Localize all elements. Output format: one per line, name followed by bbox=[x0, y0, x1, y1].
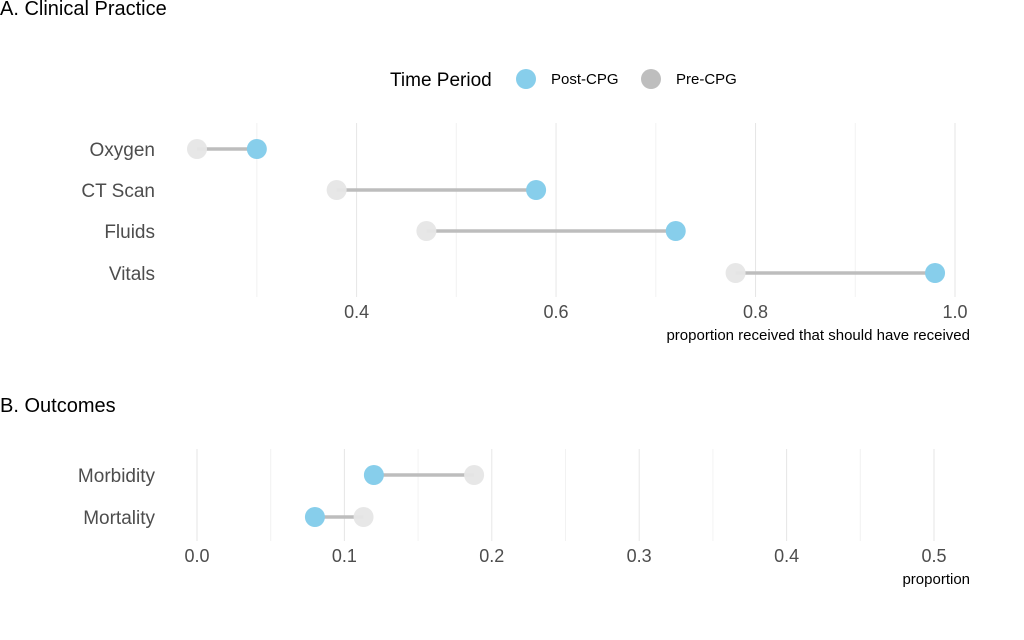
panel-b-x-axis-label: proportion bbox=[902, 571, 970, 588]
panel-a-x-axis: 0.4 0.6 0.8 1.0 bbox=[344, 302, 967, 322]
point-pre-cpg-fluids bbox=[416, 221, 437, 241]
category-label-ct-scan: CT Scan bbox=[81, 181, 155, 202]
point-pre-cpg-ct-scan bbox=[326, 180, 347, 200]
x-tick-label: 0.0 bbox=[184, 546, 209, 566]
point-post-cpg-oxygen bbox=[246, 139, 267, 159]
legend-swatch-post-cpg bbox=[516, 69, 536, 89]
point-post-cpg-morbidity bbox=[363, 465, 384, 485]
point-post-cpg-ct-scan bbox=[526, 180, 547, 200]
point-pre-cpg-vitals bbox=[725, 263, 746, 283]
legend-title: Time Period bbox=[390, 70, 492, 91]
panel-outcomes: B. Outcomes 0.0 0.1 0.2 0.3 0.4 0.5 Morbidity… bbox=[0, 395, 970, 588]
panel-a-gridlines bbox=[256, 123, 956, 297]
category-label-vitals: Vitals bbox=[109, 264, 155, 285]
panel-a-x-axis-label: proportion received that should have rec… bbox=[666, 327, 970, 344]
panel-b-gridlines bbox=[196, 449, 935, 541]
point-post-cpg-vitals bbox=[925, 263, 946, 283]
panel-a-marks bbox=[187, 139, 946, 283]
category-label-fluids: Fluids bbox=[104, 222, 155, 243]
panel-b-y-axis: Morbidity Mortality bbox=[78, 466, 156, 529]
x-tick-label: 0.4 bbox=[344, 302, 369, 322]
point-pre-cpg-morbidity bbox=[464, 465, 485, 485]
legend-label-pre-cpg: Pre-CPG bbox=[676, 71, 737, 88]
x-tick-label: 0.3 bbox=[627, 546, 652, 566]
x-tick-label: 0.8 bbox=[743, 302, 768, 322]
x-tick-label: 0.5 bbox=[921, 546, 946, 566]
x-tick-label: 1.0 bbox=[942, 302, 967, 322]
panel-a-y-axis: Oxygen CT Scan Fluids Vitals bbox=[81, 140, 155, 285]
x-tick-label: 0.2 bbox=[479, 546, 504, 566]
point-pre-cpg-oxygen bbox=[187, 139, 207, 159]
legend-label-post-cpg: Post-CPG bbox=[551, 71, 619, 88]
panel-a-title: A. Clinical Practice bbox=[0, 0, 167, 20]
point-post-cpg-mortality bbox=[304, 507, 325, 527]
category-label-mortality: Mortality bbox=[83, 508, 155, 529]
x-tick-label: 0.6 bbox=[544, 302, 569, 322]
panel-b-marks bbox=[304, 465, 485, 527]
x-tick-label: 0.4 bbox=[774, 546, 799, 566]
point-pre-cpg-mortality bbox=[353, 507, 374, 527]
panel-b-title: B. Outcomes bbox=[0, 395, 116, 417]
panel-clinical-practice: A. Clinical Practice Time Period Post-CP… bbox=[0, 0, 970, 344]
legend: Time Period Post-CPG Pre-CPG bbox=[390, 69, 737, 91]
legend-swatch-pre-cpg bbox=[641, 69, 661, 89]
panel-b-x-axis: 0.0 0.1 0.2 0.3 0.4 0.5 bbox=[184, 546, 946, 566]
category-label-morbidity: Morbidity bbox=[78, 466, 156, 487]
point-post-cpg-fluids bbox=[665, 221, 686, 241]
category-label-oxygen: Oxygen bbox=[90, 140, 155, 161]
x-tick-label: 0.1 bbox=[332, 546, 357, 566]
